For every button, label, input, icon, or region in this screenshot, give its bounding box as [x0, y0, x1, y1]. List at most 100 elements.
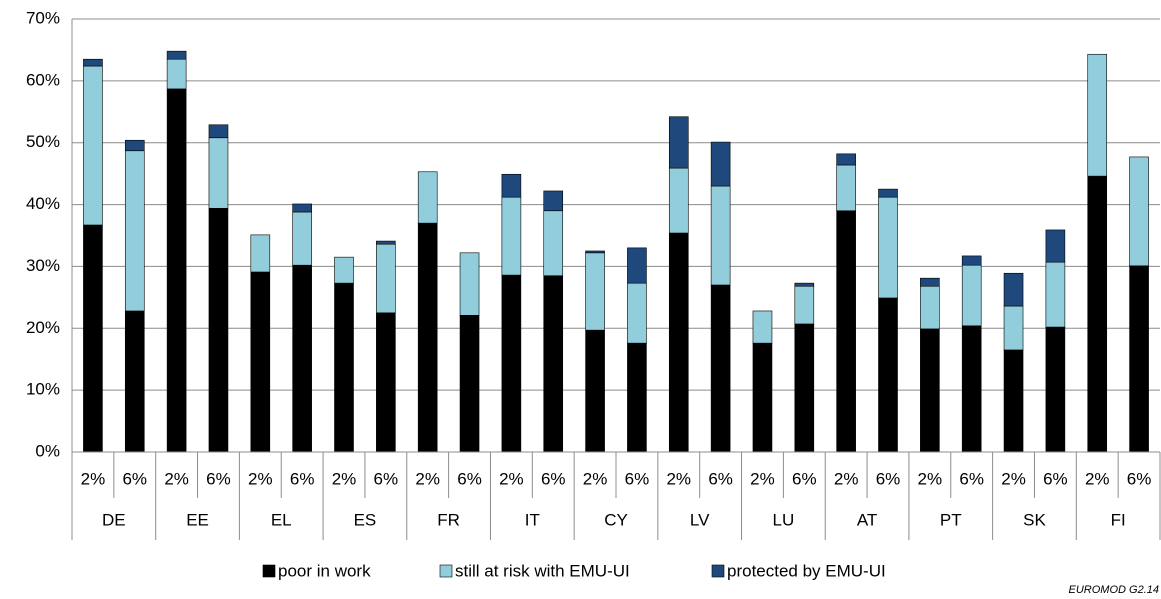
bar-segment [376, 312, 396, 453]
bar-segment [1045, 229, 1066, 263]
bar-segment [166, 88, 187, 453]
x-tick-label: 6% [876, 469, 901, 488]
group-label: SK [1023, 510, 1046, 529]
bar-segment [292, 211, 312, 266]
x-tick-label: 6% [959, 469, 984, 488]
bar-segment [836, 164, 856, 212]
bar-segment [1003, 272, 1024, 307]
bar-segment [627, 342, 647, 453]
x-tick-label: 6% [290, 469, 315, 488]
bar-segment [627, 282, 647, 344]
bar-segment [292, 203, 312, 213]
bar-segment [501, 173, 522, 198]
legend-label: still at risk with EMU-UI [455, 561, 630, 580]
bar-segment [334, 256, 354, 284]
group-label: EL [271, 510, 292, 529]
x-tick-label: 6% [625, 469, 650, 488]
bar-segment [710, 185, 731, 286]
bar-segment [1045, 326, 1066, 453]
bar-segment [208, 137, 229, 209]
bar-segment [752, 342, 773, 453]
bar-segment [585, 250, 605, 254]
x-tick-label: 2% [834, 469, 859, 488]
bar-segment [1003, 349, 1024, 453]
legend-swatch [439, 564, 453, 578]
x-tick-label: 6% [374, 469, 399, 488]
x-tick-label: 6% [792, 469, 817, 488]
x-tick-label: 2% [583, 469, 608, 488]
bar-segment [501, 196, 522, 276]
x-tick-label: 6% [541, 469, 566, 488]
x-tick-label: 2% [750, 469, 775, 488]
x-tick-label: 6% [1127, 469, 1152, 488]
x-tick-label: 6% [457, 469, 482, 488]
bar-segment [920, 285, 940, 330]
group-label: CY [604, 510, 628, 529]
bar-segment [1129, 156, 1149, 267]
group-label: FI [1111, 510, 1126, 529]
legend-label: poor in work [278, 561, 371, 580]
group-label: PT [940, 510, 962, 529]
x-tick-label: 2% [81, 469, 106, 488]
bar-segment [124, 310, 145, 453]
bar-segment [668, 167, 689, 234]
x-tick-label: 2% [164, 469, 189, 488]
bar-segment [836, 210, 856, 453]
x-tick-label: 2% [415, 469, 440, 488]
x-tick-label: 2% [248, 469, 273, 488]
bar-segment [83, 58, 103, 67]
bar-segment [794, 285, 815, 325]
bar-segment [794, 282, 815, 287]
y-tick-label: 60% [26, 70, 60, 89]
bar-segment [1045, 261, 1066, 328]
bar-segment [208, 124, 229, 139]
bar-segment [1087, 53, 1108, 177]
x-tick-label: 6% [708, 469, 733, 488]
bar-segment [794, 323, 815, 453]
source-note: EUROMOD G2.14 [1069, 584, 1159, 596]
bar-segment [124, 139, 145, 152]
x-tick-label: 2% [332, 469, 357, 488]
bar-segment [878, 196, 898, 299]
bar-segment [961, 325, 982, 453]
y-tick-label: 20% [26, 318, 60, 337]
bar-segment [250, 234, 271, 273]
y-tick-label: 10% [26, 380, 60, 399]
bar-segment [376, 240, 396, 245]
x-tick-label: 2% [1001, 469, 1026, 488]
bar-segment [501, 274, 522, 453]
x-tick-label: 6% [122, 469, 147, 488]
x-tick-label: 2% [499, 469, 524, 488]
bar-segment [334, 282, 354, 453]
bar-segment [1087, 175, 1108, 453]
bar-segment [166, 50, 187, 60]
bar-segment [459, 252, 480, 316]
bar-segment [417, 222, 438, 453]
bar-segment [668, 232, 689, 453]
x-tick-label: 2% [1085, 469, 1110, 488]
y-tick-label: 30% [26, 256, 60, 275]
x-tick-label: 2% [918, 469, 943, 488]
bar-segment [710, 141, 731, 187]
bar-segment [961, 264, 982, 327]
group-label: DE [102, 510, 126, 529]
x-tick-label: 6% [206, 469, 231, 488]
bar-segment [668, 116, 689, 169]
x-tick-label: 2% [666, 469, 691, 488]
bar-segment [376, 243, 396, 314]
y-tick-label: 50% [26, 132, 60, 151]
bar-segment [417, 171, 438, 224]
legend-swatch [262, 564, 276, 578]
bar-segment [543, 190, 564, 212]
group-label: ES [354, 510, 377, 529]
bar-segment [585, 252, 605, 331]
bar-segment [1003, 305, 1024, 351]
bar-segment [250, 271, 271, 453]
bar-segment [543, 210, 564, 277]
group-label: IT [525, 510, 540, 529]
bar-segment [459, 314, 480, 453]
group-label: LV [690, 510, 710, 529]
bar-segment [124, 150, 145, 312]
legend-swatch [711, 564, 725, 578]
